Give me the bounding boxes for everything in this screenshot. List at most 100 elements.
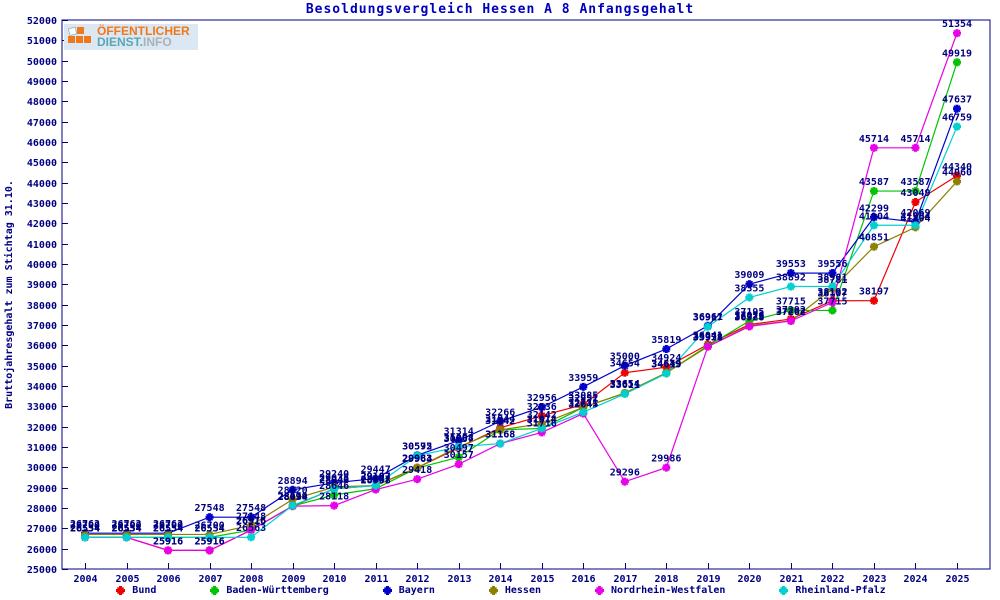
data-point-label: 25916 <box>195 536 225 547</box>
data-point-label: 30957 <box>444 434 474 445</box>
data-point-label: 39553 <box>776 259 806 270</box>
x-tick-label: 2025 <box>945 574 969 585</box>
data-point-marker <box>786 269 795 278</box>
x-tick-label: 2005 <box>115 574 139 585</box>
data-point-label: 32711 <box>568 398 598 409</box>
legend-marker-icon <box>116 586 126 595</box>
y-tick-label: 31000 <box>27 443 57 454</box>
data-point-label: 26700 <box>195 520 225 531</box>
y-tick-label: 49000 <box>27 77 57 88</box>
data-point-label: 32645 <box>568 400 598 411</box>
data-point-label: 31008 <box>444 433 474 444</box>
data-point-marker <box>745 293 754 302</box>
legend-item-label: Nordrhein-Westfalen <box>611 585 726 596</box>
data-point-label: 33654 <box>610 379 640 390</box>
data-point-label: 38892 <box>776 273 806 284</box>
data-point-label: 26554 <box>195 523 225 534</box>
data-point-label: 38197 <box>859 287 889 298</box>
legend-marker-icon <box>488 586 498 595</box>
axis-frame <box>61 19 991 570</box>
legend-item-Rheinland-Pfalz: Rheinland-Pfalz <box>777 584 886 597</box>
data-point-marker <box>703 322 712 331</box>
data-point-marker <box>828 269 837 278</box>
data-point-label: 29107 <box>361 471 391 482</box>
y-tick-label: 32000 <box>27 423 57 434</box>
chart-title: Besoldungsvergleich Hessen A 8 Anfangsge… <box>305 2 695 17</box>
x-tick-label: 2023 <box>862 574 886 585</box>
x-tick-label: 2010 <box>322 574 346 585</box>
data-point-label: 35000 <box>610 352 640 363</box>
series-line-Nordrhein-Westfalen <box>85 32 958 551</box>
data-point-label: 25916 <box>195 536 225 547</box>
legend-item-label: Hessen <box>504 585 541 596</box>
data-point-marker <box>911 143 920 152</box>
data-point-label: 26762 <box>70 519 100 530</box>
legend-marker-icon <box>382 586 392 595</box>
y-tick-label: 35000 <box>27 362 57 373</box>
data-point-label: 32536 <box>527 402 557 413</box>
x-tick-label: 2022 <box>820 574 844 585</box>
data-point-label: 34649 <box>651 359 681 370</box>
data-point-marker <box>911 198 920 207</box>
y-tick-label: 46000 <box>27 138 57 149</box>
data-point-label: 25916 <box>153 536 183 547</box>
legend-item-Bund: Bund <box>114 584 156 597</box>
data-point-marker <box>786 306 795 315</box>
data-point-marker <box>703 342 712 351</box>
data-point-label: 39556 <box>817 259 847 270</box>
y-tick-label: 30000 <box>27 463 57 474</box>
y-tick-label: 37000 <box>27 321 57 332</box>
data-point-marker <box>869 187 878 196</box>
data-point-label: 29983 <box>402 454 432 465</box>
data-point-label: 34615 <box>651 359 681 370</box>
data-point-label: 29107 <box>361 471 391 482</box>
y-tick-label: 44000 <box>27 179 57 190</box>
data-point-label: 33085 <box>568 391 598 402</box>
data-point-label: 35938 <box>693 333 723 344</box>
data-point-marker <box>953 104 961 113</box>
x-tick-label: 2015 <box>530 574 554 585</box>
legend-marker-icon <box>210 586 220 595</box>
data-point-label: 46759 <box>942 113 972 124</box>
data-point-label: 45714 <box>859 134 889 145</box>
data-point-label: 31314 <box>444 427 474 438</box>
data-point-label: 37715 <box>776 296 806 307</box>
x-tick-label: 2006 <box>156 574 180 585</box>
x-tick-label: 2018 <box>654 574 678 585</box>
data-point-label: 26554 <box>111 523 141 534</box>
chart-legend: Bund Baden-Württemberg Bayern Hessen Nordrhe… <box>0 584 1000 597</box>
logo-line2-muted: INFO <box>143 35 172 49</box>
y-tick-label: 33000 <box>27 402 57 413</box>
y-tick-label: 28000 <box>27 504 57 515</box>
data-point-label: 34654 <box>610 359 640 370</box>
x-tick-label: 2016 <box>571 574 595 585</box>
data-point-label: 31914 <box>527 414 557 425</box>
data-point-marker <box>454 442 463 451</box>
data-point-marker <box>247 526 256 535</box>
data-point-marker <box>828 306 837 315</box>
data-point-label: 29447 <box>361 465 391 476</box>
data-point-marker <box>786 316 795 325</box>
y-tick-label: 36000 <box>27 341 57 352</box>
data-point-label: 26916 <box>236 516 266 527</box>
data-point-label: 37202 <box>776 307 806 318</box>
data-point-marker <box>662 369 671 378</box>
data-point-label: 34924 <box>651 353 681 364</box>
x-tick-label: 2004 <box>73 574 97 585</box>
data-point-marker <box>413 463 422 472</box>
y-tick-label: 40000 <box>27 260 57 271</box>
data-point-marker <box>371 481 380 490</box>
data-point-label: 26762 <box>111 519 141 530</box>
y-tick-label: 43000 <box>27 199 57 210</box>
data-point-label: 28940 <box>319 475 349 486</box>
data-point-label: 28118 <box>319 492 349 503</box>
legend-item-label: Rheinland-Pfalz <box>795 585 886 596</box>
data-point-label: 43587 <box>859 177 889 188</box>
legend-item-Baden-Württemberg: Baden-Württemberg <box>208 584 329 597</box>
data-point-marker <box>786 282 795 291</box>
data-point-label: 26554 <box>70 523 100 534</box>
data-point-label: 33654 <box>610 379 640 390</box>
data-point-label: 28420 <box>278 485 308 496</box>
data-point-marker <box>537 411 546 420</box>
